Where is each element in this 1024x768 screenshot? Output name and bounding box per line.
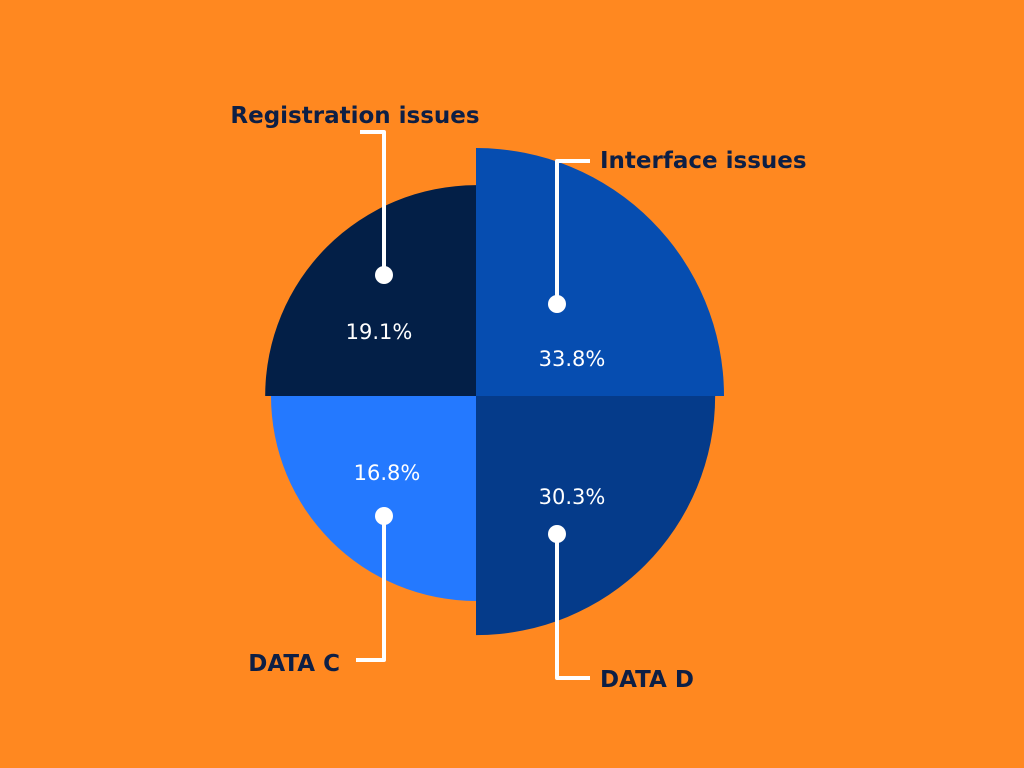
leader-line-4 bbox=[555, 534, 590, 680]
leader-dot-4 bbox=[548, 525, 566, 543]
leader-dot-3 bbox=[375, 507, 393, 525]
leader-line-2 bbox=[555, 159, 590, 304]
category-labels-layer: Registration issues Interface issues DATA … bbox=[230, 103, 806, 693]
category-label: DATA C bbox=[248, 651, 340, 677]
value-label: 33.8% bbox=[539, 347, 606, 371]
category-label: Interface issues bbox=[600, 148, 807, 174]
category-label: DATA D bbox=[600, 667, 694, 693]
value-label: 19.1% bbox=[346, 320, 413, 344]
value-label: 16.8% bbox=[354, 461, 421, 485]
leader-line-3 bbox=[356, 516, 386, 662]
leaders-layer bbox=[356, 130, 590, 680]
slices-layer bbox=[265, 148, 724, 636]
pie-slice-interface-issues bbox=[476, 148, 724, 396]
pie-slice-registration-issues bbox=[265, 185, 476, 396]
leader-line-1 bbox=[360, 130, 386, 275]
value-labels-layer: 19.1% 33.8% 16.8% 30.3% bbox=[346, 320, 606, 509]
value-label: 30.3% bbox=[539, 485, 606, 509]
pie-slice-data-d bbox=[476, 396, 716, 636]
leader-dot-1 bbox=[375, 266, 393, 284]
pie-slice-data-c bbox=[271, 396, 476, 601]
category-label: Registration issues bbox=[230, 103, 479, 129]
leader-dot-2 bbox=[548, 295, 566, 313]
